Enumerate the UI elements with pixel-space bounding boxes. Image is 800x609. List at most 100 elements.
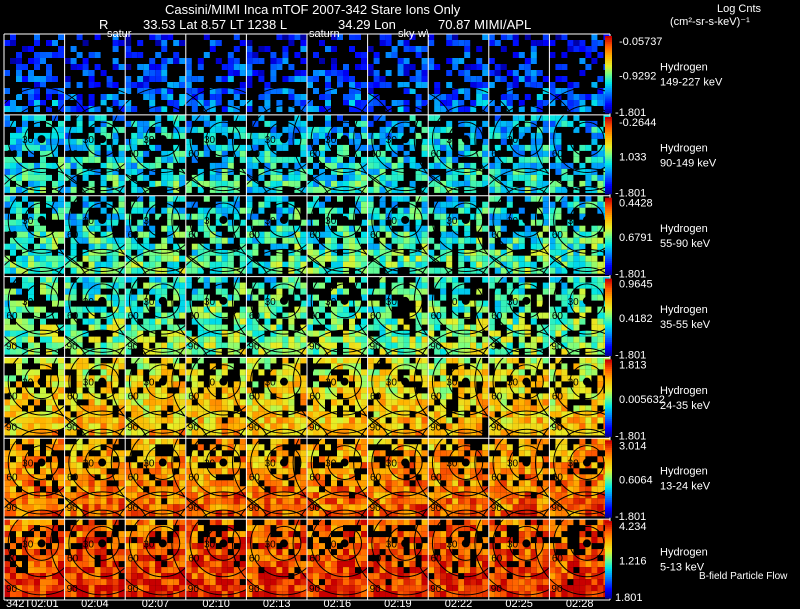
- heatmap-cell: [470, 82, 477, 88]
- heatmap-cell: [343, 150, 349, 157]
- heatmap-cell: [307, 429, 313, 436]
- heatmap-cell: [52, 126, 58, 133]
- contour-label: 60: [491, 311, 503, 322]
- heatmap-cell: [567, 318, 574, 325]
- heatmap-cell: [137, 393, 144, 400]
- heatmap-cell: [221, 363, 228, 370]
- heatmap-cell: [10, 276, 16, 283]
- heatmap-cell: [542, 120, 549, 127]
- heatmap-cell: [34, 201, 40, 208]
- heatmap-cell: [458, 255, 465, 262]
- heatmap-cell: [506, 288, 513, 295]
- heatmap-cell: [434, 423, 441, 430]
- heatmap-cell: [46, 405, 52, 412]
- heatmap-cell: [542, 312, 549, 319]
- heatmap-cell: [209, 417, 216, 424]
- heatmap-cell: [530, 219, 537, 226]
- contour-label: 30: [507, 216, 519, 227]
- heatmap-cell: [246, 168, 253, 175]
- heatmap-cell: [221, 174, 228, 181]
- heatmap-cell: [512, 94, 519, 100]
- heatmap-cell: [118, 336, 125, 343]
- heatmap-cell: [246, 231, 253, 238]
- heatmap-cell: [28, 162, 34, 169]
- heatmap-cell: [118, 213, 125, 220]
- heatmap-cell: [131, 462, 138, 469]
- planet-marker: [98, 296, 107, 305]
- heatmap-cell: [482, 138, 489, 145]
- heatmap-cell: [288, 276, 295, 283]
- heatmap-cell: [252, 261, 259, 268]
- heatmap-cell: [367, 94, 374, 100]
- heatmap-cell: [325, 348, 331, 355]
- heatmap-cell: [179, 156, 186, 163]
- heatmap-cell: [458, 393, 465, 400]
- heatmap-cell: [506, 411, 513, 418]
- heatmap-cell: [343, 393, 349, 400]
- heatmap-cell: [421, 429, 428, 436]
- heatmap-cell: [561, 288, 568, 295]
- heatmap-cell: [58, 363, 64, 370]
- heatmap-cell: [149, 282, 156, 289]
- contour-label: 60: [552, 149, 564, 160]
- heatmap-cell: [373, 312, 380, 319]
- heatmap-cell: [458, 100, 465, 106]
- heatmap-cell: [458, 150, 465, 157]
- heatmap-cell: [452, 180, 459, 187]
- heatmap-cell: [131, 52, 138, 58]
- heatmap-cell: [22, 46, 28, 52]
- heatmap-cell: [367, 156, 374, 163]
- heatmap-cell: [300, 186, 307, 193]
- heatmap-cell: [4, 387, 10, 394]
- heatmap-cell: [542, 255, 549, 262]
- heatmap-cell: [191, 213, 198, 220]
- heatmap-cell: [500, 156, 507, 163]
- heatmap-cell: [307, 82, 313, 88]
- heatmap-cell: [288, 106, 295, 112]
- heatmap-cell: [118, 417, 125, 424]
- heatmap-cell: [518, 174, 525, 181]
- heatmap-cell: [458, 120, 465, 127]
- heatmap-cell: [246, 357, 253, 364]
- heatmap-cell: [530, 381, 537, 388]
- heatmap-cell: [246, 70, 253, 76]
- heatmap-cell: [573, 294, 580, 301]
- heatmap-cell: [597, 363, 604, 370]
- heatmap-cell: [161, 237, 168, 244]
- heatmap-cell: [221, 267, 228, 274]
- heatmap-cell: [82, 156, 89, 163]
- heatmap-cell: [561, 76, 568, 82]
- heatmap-cell: [488, 399, 495, 406]
- heatmap-cell: [215, 219, 222, 226]
- heatmap-cell: [403, 243, 410, 250]
- heatmap-cell: [70, 138, 77, 145]
- heatmap-cell: [149, 480, 156, 487]
- heatmap-cell: [452, 168, 459, 175]
- heatmap-cell: [143, 399, 150, 406]
- heatmap-cell: [155, 70, 162, 76]
- heatmap-cell: [294, 76, 301, 82]
- heatmap-cell: [137, 405, 144, 412]
- heatmap-cell: [252, 411, 259, 418]
- contour-label: 60: [128, 149, 140, 160]
- heatmap-cell: [446, 126, 453, 133]
- heatmap-cell: [337, 150, 343, 157]
- heatmap-cell: [428, 64, 435, 70]
- heatmap-cell: [94, 423, 101, 430]
- heatmap-cell: [518, 324, 525, 331]
- contour-ring: [327, 283, 363, 319]
- heatmap-cell: [325, 162, 331, 169]
- heatmap-cell: [518, 276, 525, 283]
- heatmap-cell: [70, 294, 77, 301]
- heatmap-cell: [173, 150, 180, 157]
- heatmap-cell: [82, 64, 89, 70]
- heatmap-cell: [446, 255, 453, 262]
- heatmap-cell: [367, 219, 374, 226]
- heatmap-cell: [264, 168, 271, 175]
- heatmap-cell: [112, 261, 119, 268]
- heatmap-cell: [22, 336, 28, 343]
- heatmap-cell: [403, 324, 410, 331]
- contour-label: 90: [551, 341, 563, 352]
- heatmap-cell: [16, 174, 22, 181]
- heatmap-cell: [549, 405, 556, 412]
